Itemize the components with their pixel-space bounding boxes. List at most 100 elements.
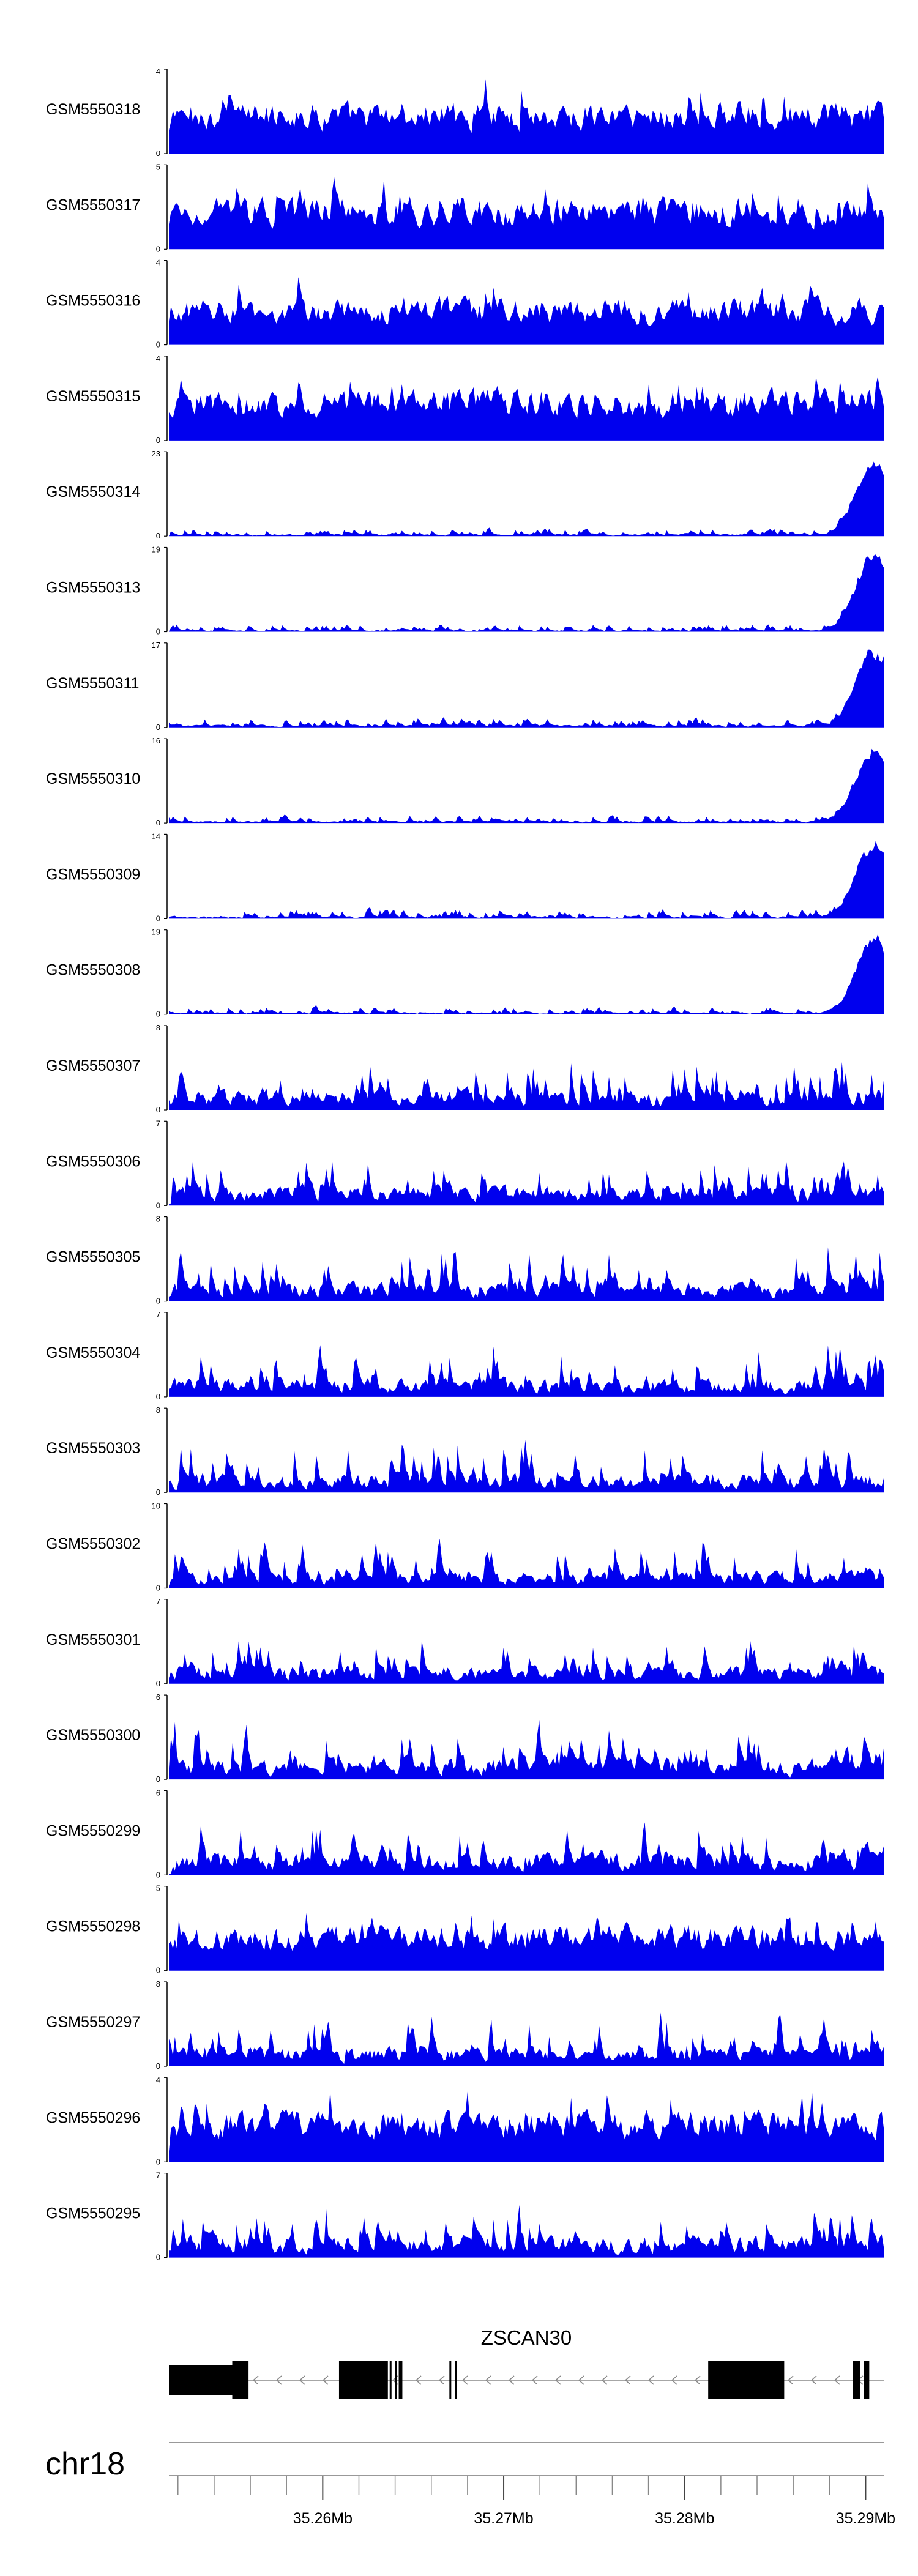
y-min-label: 0 xyxy=(156,1392,160,1401)
gene-label: ZSCAN30 xyxy=(481,2326,572,2349)
coverage-area xyxy=(169,1640,884,1684)
track-label: GSM5550310 xyxy=(46,770,140,787)
y-max-label: 5 xyxy=(156,1884,160,1893)
coverage-area xyxy=(169,277,884,345)
track-GSM5550305: GSM5550305 8 0 xyxy=(46,1215,884,1306)
axis-tick-label: 35.27Mb xyxy=(474,2510,533,2527)
exon xyxy=(232,2361,249,2399)
y-max-label: 5 xyxy=(156,162,160,171)
y-min-label: 0 xyxy=(156,1870,160,1879)
coverage-area xyxy=(169,1345,884,1397)
track-label: GSM5550302 xyxy=(46,1536,140,1553)
track-GSM5550306: GSM5550306 7 0 xyxy=(46,1119,884,1210)
y-min-label: 0 xyxy=(156,2253,160,2262)
track-GSM5550296: GSM5550296 4 0 xyxy=(46,2075,884,2166)
coverage-area xyxy=(169,649,884,728)
y-min-label: 0 xyxy=(156,531,160,540)
track-label: GSM5550316 xyxy=(46,292,140,310)
coverage-area xyxy=(169,841,884,919)
strand-arrow xyxy=(601,2375,608,2385)
y-max-label: 4 xyxy=(156,354,160,363)
axis-tick-label: 35.26Mb xyxy=(293,2510,353,2527)
y-max-label: 16 xyxy=(152,736,160,745)
y-min-label: 0 xyxy=(156,340,160,349)
coverage-area xyxy=(169,1913,884,1971)
track-label: GSM5550304 xyxy=(46,1344,140,1361)
y-min-label: 0 xyxy=(156,914,160,923)
track-label: GSM5550306 xyxy=(46,1153,140,1170)
y-min-label: 0 xyxy=(156,1201,160,1210)
y-min-label: 0 xyxy=(156,2157,160,2166)
track-label: GSM5550303 xyxy=(46,1440,140,1457)
track-label: GSM5550295 xyxy=(46,2205,140,2222)
exon xyxy=(853,2361,860,2399)
y-min-label: 0 xyxy=(156,1584,160,1593)
track-GSM5550313: GSM5550313 19 0 xyxy=(46,545,884,636)
axis-tick-label: 35.29Mb xyxy=(836,2510,895,2527)
track-GSM5550317: GSM5550317 5 0 xyxy=(46,162,884,253)
coverage-tracks: GSM555031840GSM555031750GSM555031640GSM5… xyxy=(46,67,884,2262)
strand-arrow xyxy=(647,2375,654,2385)
coverage-area xyxy=(169,1247,884,1301)
y-max-label: 4 xyxy=(156,2075,160,2084)
y-min-label: 0 xyxy=(156,1679,160,1688)
track-label: GSM5550314 xyxy=(46,483,140,501)
coverage-area xyxy=(169,1160,884,1206)
y-min-label: 0 xyxy=(156,1105,160,1114)
y-max-label: 6 xyxy=(156,1692,160,1702)
track-label: GSM5550301 xyxy=(46,1631,140,1648)
track-GSM5550314: GSM5550314 23 0 xyxy=(46,449,884,540)
axis-tick-label: 35.28Mb xyxy=(655,2510,714,2527)
y-min-label: 0 xyxy=(156,1297,160,1306)
strand-arrow xyxy=(554,2375,561,2385)
strand-arrow xyxy=(508,2375,515,2385)
coverage-area xyxy=(169,376,884,441)
track-label: GSM5550318 xyxy=(46,101,140,118)
exon xyxy=(389,2361,392,2399)
coverage-area xyxy=(169,2012,884,2066)
y-max-label: 19 xyxy=(152,545,160,554)
exon xyxy=(338,2361,388,2399)
track-GSM5550315: GSM5550315 4 0 xyxy=(46,354,884,445)
strand-arrow xyxy=(694,2375,701,2385)
exon xyxy=(708,2361,785,2399)
track-GSM5550300: GSM5550300 6 0 xyxy=(46,1692,884,1784)
coverage-area xyxy=(169,1062,884,1110)
y-max-label: 14 xyxy=(152,832,160,841)
track-label: GSM5550297 xyxy=(46,2014,140,2031)
exon xyxy=(398,2361,403,2399)
y-min-label: 0 xyxy=(156,627,160,636)
y-max-label: 4 xyxy=(156,67,160,76)
y-min-label: 0 xyxy=(156,436,160,445)
coverage-area xyxy=(169,461,884,537)
track-GSM5550297: GSM5550297 8 0 xyxy=(46,1979,884,2071)
track-label: GSM5550309 xyxy=(46,866,140,883)
exon xyxy=(864,2361,870,2399)
strand-arrow xyxy=(275,2375,282,2385)
y-min-label: 0 xyxy=(156,818,160,827)
y-max-label: 7 xyxy=(156,1310,160,1319)
coverage-area xyxy=(169,1538,884,1588)
y-min-label: 0 xyxy=(156,2061,160,2071)
track-label: GSM5550315 xyxy=(46,388,140,405)
coverage-area xyxy=(169,1440,884,1493)
y-max-label: 8 xyxy=(156,1215,160,1224)
gene-track: ZSCAN30 xyxy=(169,2326,884,2399)
coverage-area xyxy=(169,1822,884,1875)
track-GSM5550303: GSM5550303 8 0 xyxy=(46,1405,884,1497)
y-max-label: 7 xyxy=(156,1119,160,1128)
track-GSM5550307: GSM5550307 8 0 xyxy=(46,1023,884,1114)
y-min-label: 0 xyxy=(156,149,160,158)
strand-arrow xyxy=(624,2375,631,2385)
track-GSM5550309: GSM5550309 14 0 xyxy=(46,832,884,923)
coverage-area xyxy=(169,554,884,632)
y-max-label: 8 xyxy=(156,1023,160,1032)
strand-arrow xyxy=(834,2375,840,2385)
strand-arrow xyxy=(461,2375,468,2385)
track-label: GSM5550308 xyxy=(46,962,140,979)
track-label: GSM5550311 xyxy=(46,675,139,692)
track-GSM5550316: GSM5550316 4 0 xyxy=(46,258,884,349)
track-GSM5550301: GSM5550301 7 0 xyxy=(46,1597,884,1688)
track-label: GSM5550296 xyxy=(46,2109,140,2126)
